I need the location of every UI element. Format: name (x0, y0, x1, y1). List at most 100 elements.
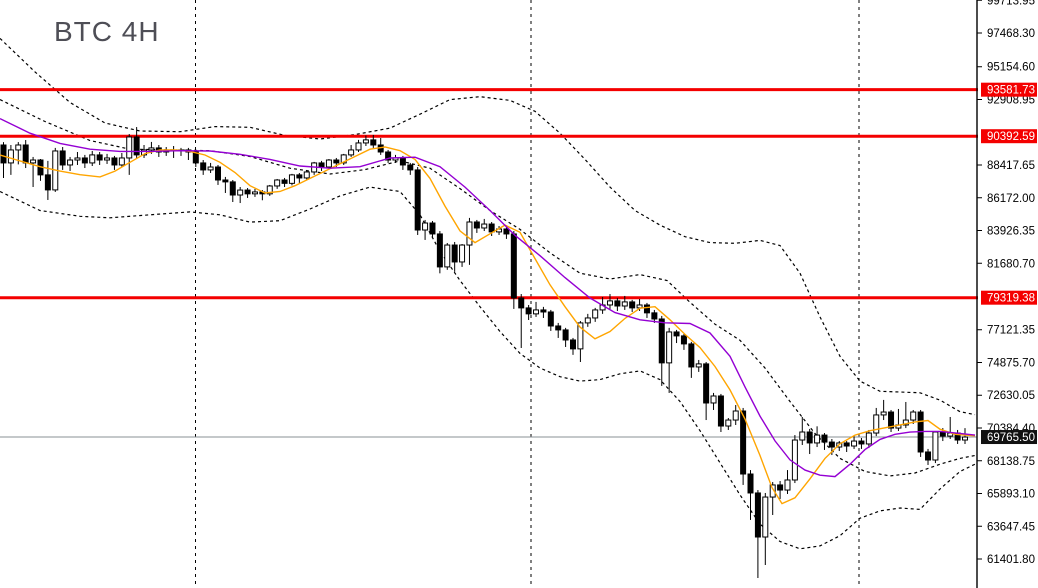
candle-body (851, 440, 858, 447)
candle-body (584, 317, 591, 324)
candle-body (747, 473, 754, 494)
candle-body (673, 331, 680, 337)
candle-body (333, 159, 340, 164)
candle-body (266, 185, 273, 195)
candle-body (710, 395, 717, 404)
candle-body (754, 492, 761, 538)
candle-body (0, 144, 7, 164)
candle-body (533, 309, 540, 315)
candle-body (821, 434, 828, 443)
axis-label: 65893.10 (987, 489, 1035, 501)
candle-body (96, 154, 103, 161)
candle-body (89, 154, 96, 164)
candle-body (355, 142, 362, 151)
candle-body (562, 329, 569, 341)
candle-body (651, 312, 658, 320)
candle-body (207, 166, 214, 171)
bollinger-middle-band (0, 99, 976, 477)
svg-text:79319.38: 79319.38 (987, 293, 1035, 305)
candle-body (570, 339, 577, 350)
candle-body (244, 189, 251, 195)
candle-body (503, 228, 510, 235)
candle-body (104, 157, 111, 161)
axis-label: 88417.65 (987, 160, 1035, 172)
candle-body (459, 244, 466, 263)
candle-body (30, 159, 37, 164)
candle-body (414, 169, 421, 231)
candle-body (962, 436, 968, 441)
candle-body (488, 223, 495, 233)
candle-body (74, 157, 81, 161)
candle-body (717, 395, 724, 427)
candle-body (451, 244, 458, 263)
candle-body (658, 318, 665, 364)
bollinger-upper-band (0, 37, 976, 416)
candle-body (44, 174, 51, 191)
candle-body (814, 434, 821, 444)
candle-body (200, 162, 207, 171)
candle-body (7, 149, 14, 164)
candle-body (865, 432, 872, 445)
candle-body (925, 451, 932, 461)
candle-body (732, 410, 739, 421)
candle-body (629, 301, 636, 309)
candle-body (540, 309, 547, 313)
candle-body (725, 419, 732, 427)
candle-body (192, 151, 199, 164)
candle-body (436, 233, 443, 268)
level-price-badge: 93581.73 (981, 82, 1037, 97)
axis-label: 92908.95 (987, 94, 1035, 106)
candle-body (643, 304, 650, 314)
candle-body (473, 221, 480, 229)
candle-body (126, 136, 133, 159)
candle-body (843, 442, 850, 447)
candle-body (858, 440, 865, 445)
candle-body (407, 164, 414, 171)
axis-label: 81680.70 (987, 258, 1035, 270)
candle-body (791, 439, 798, 481)
candle-body (910, 411, 917, 421)
candle-body (274, 179, 281, 187)
axis-label: 77121.35 (987, 325, 1035, 337)
candle-body (666, 331, 673, 364)
candle-body (67, 159, 74, 166)
bollinger-bands (0, 37, 976, 550)
candle-body (777, 484, 784, 491)
candle-body (118, 157, 125, 166)
candle-body (281, 179, 288, 184)
svg-text:90392.59: 90392.59 (987, 131, 1035, 143)
candle-body (577, 322, 584, 350)
candle-body (799, 431, 806, 441)
candle-body (251, 191, 258, 195)
candle-body (518, 297, 525, 309)
candle-body (614, 300, 621, 307)
level-price-badge: 90392.59 (981, 129, 1037, 144)
price-axis[interactable]: 99713.95 97468.30 95154.60 92908.95 88417.65… (976, 0, 1038, 588)
axis-label: 63647.45 (987, 521, 1035, 533)
candle-body (303, 171, 310, 179)
candle-body (880, 411, 887, 416)
candle-body (547, 311, 554, 327)
axis-label: 99713.95 (987, 0, 1035, 7)
candle-body (510, 233, 517, 299)
candle-body (932, 431, 939, 461)
ma-slow-line (0, 117, 976, 478)
candle-body (873, 414, 880, 434)
axis-label: 61401.80 (987, 554, 1035, 566)
level-lines[interactable] (0, 88, 982, 300)
candle-body (688, 343, 695, 368)
axis-label: 95154.60 (987, 62, 1035, 74)
axis-label: 97468.30 (987, 28, 1035, 40)
level-price-badge: 79319.38 (981, 290, 1037, 305)
candle-body (370, 139, 377, 146)
svg-text:69765.50: 69765.50 (987, 432, 1035, 444)
candle-body (325, 159, 332, 168)
axis-label: 83926.35 (987, 226, 1035, 238)
candle-body (828, 441, 835, 448)
candle-body (318, 162, 325, 168)
axis-label: 72630.05 (987, 390, 1035, 402)
candle-body (59, 150, 66, 166)
